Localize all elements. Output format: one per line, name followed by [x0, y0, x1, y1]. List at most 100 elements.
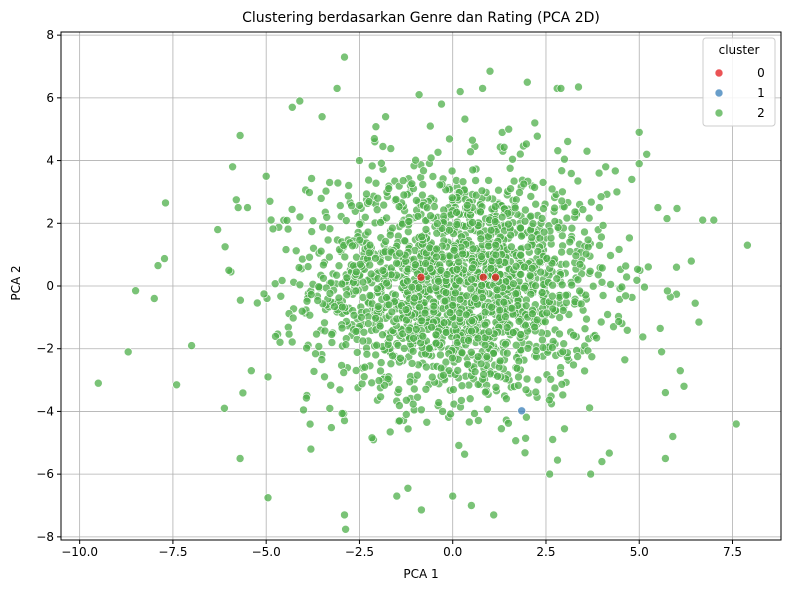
cluster-2-point	[319, 260, 328, 270]
cluster-2-point	[268, 224, 278, 234]
cluster-2-point	[467, 326, 476, 336]
cluster-2-point	[452, 265, 462, 274]
y-tick-label: −8	[36, 530, 54, 544]
cluster-2-point	[476, 234, 486, 244]
cluster-2-point	[502, 394, 511, 404]
cluster-2-point	[531, 281, 540, 291]
chart-title: Clustering berdasarkan Genre dan Rating …	[242, 10, 600, 26]
cluster-2-point	[484, 241, 493, 251]
cluster-2-point	[567, 223, 577, 233]
cluster-2-point	[505, 164, 515, 173]
cluster-2-point	[266, 215, 276, 225]
cluster-2-point	[548, 304, 558, 314]
cluster-2-point	[357, 379, 367, 389]
cluster-2-point	[494, 185, 503, 195]
cluster-2-point	[553, 146, 563, 155]
cluster-2-point	[468, 135, 477, 145]
cluster-2-point	[365, 291, 375, 300]
cluster-2-point	[449, 245, 459, 255]
cluster-2-point	[614, 317, 624, 326]
cluster-2-point	[309, 367, 319, 376]
cluster-2-point	[480, 307, 490, 317]
cluster-2-point	[598, 291, 608, 300]
cluster-2-point	[302, 343, 311, 353]
cluster-2-point	[432, 252, 441, 262]
cluster-2-point	[546, 233, 556, 243]
cluster-2-point	[468, 263, 477, 273]
cluster-2-point	[537, 288, 547, 297]
cluster-2-point	[582, 314, 591, 324]
cluster-2-point	[317, 355, 327, 364]
cluster-2-point	[263, 372, 273, 382]
cluster-2-point	[535, 257, 545, 267]
cluster-2-point	[625, 233, 634, 243]
cluster-2-point	[381, 237, 390, 246]
cluster-2-point	[340, 52, 349, 62]
cluster-2-point	[480, 340, 490, 350]
cluster-2-point	[355, 220, 364, 229]
cluster-2-point	[519, 179, 529, 189]
cluster-2-point	[553, 455, 562, 465]
cluster-2-point	[477, 281, 487, 290]
cluster-2-point	[432, 219, 442, 228]
legend-label: 0	[757, 66, 765, 80]
cluster-2-point	[417, 405, 426, 415]
cluster-2-point	[294, 263, 304, 272]
cluster-2-point	[187, 341, 196, 350]
cluster-2-point	[511, 436, 521, 446]
cluster-2-point	[366, 269, 376, 279]
cluster-2-point	[386, 144, 396, 153]
cluster-2-point	[422, 417, 432, 427]
cluster-2-point	[385, 230, 395, 240]
cluster-2-point	[404, 217, 414, 226]
cluster-2-point	[337, 302, 347, 312]
cluster-2-point	[259, 289, 269, 299]
cluster-2-point	[455, 294, 465, 304]
cluster-2-point	[508, 328, 518, 337]
cluster-2-point	[506, 184, 515, 193]
cluster-2-point	[473, 333, 483, 343]
cluster-2-point	[454, 257, 464, 267]
cluster-2-point	[445, 251, 455, 261]
cluster-2-point	[476, 359, 486, 369]
cluster-2-point	[365, 260, 375, 270]
cluster-2-point	[679, 381, 689, 391]
cluster-2-point	[514, 372, 523, 382]
cluster-2-point	[421, 384, 431, 394]
cluster-2-point	[433, 148, 443, 157]
cluster-2-point	[576, 299, 586, 309]
cluster-2-point	[487, 302, 497, 312]
cluster-2-point	[411, 155, 420, 165]
cluster-2-point	[316, 246, 326, 256]
cluster-2-point	[471, 294, 480, 303]
cluster-2-point	[94, 378, 103, 388]
cluster-2-point	[377, 159, 386, 168]
cluster-2-point	[247, 366, 256, 376]
cluster-2-point	[440, 296, 450, 306]
cluster-2-point	[452, 220, 462, 229]
y-tick-label: −6	[36, 467, 54, 481]
x-tick-label: −7.5	[158, 545, 187, 559]
cluster-2-point	[384, 184, 394, 193]
x-tick-label: −10.0	[61, 545, 98, 559]
cluster-2-point	[295, 212, 305, 222]
cluster-2-point	[382, 278, 391, 288]
cluster-2-point	[471, 190, 481, 200]
cluster-2-point	[438, 407, 447, 416]
cluster-2-point	[431, 330, 441, 340]
cluster-2-point	[436, 350, 445, 360]
cluster-2-point	[362, 189, 371, 199]
cluster-2-point	[284, 329, 294, 339]
cluster-2-point	[451, 288, 460, 298]
cluster-2-point	[359, 327, 369, 337]
cluster-2-point	[321, 186, 331, 196]
cluster-2-point	[382, 213, 391, 223]
cluster-2-point	[583, 346, 593, 356]
x-tick-label: −2.5	[345, 545, 374, 559]
cluster-2-point	[409, 384, 419, 394]
cluster-2-point	[337, 279, 347, 289]
cluster-2-point	[538, 343, 548, 352]
cluster-2-point	[400, 236, 410, 245]
cluster-2-point	[663, 286, 672, 296]
cluster-2-point	[419, 166, 428, 175]
